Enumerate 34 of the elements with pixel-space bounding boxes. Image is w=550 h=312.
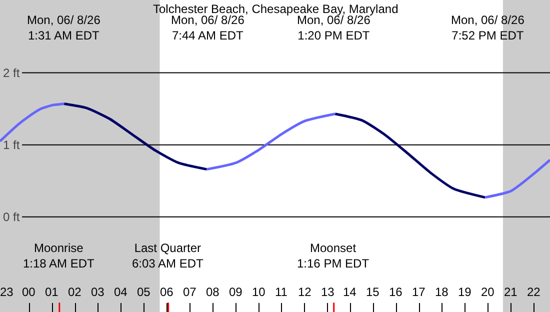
x-tick-label: 05: [137, 285, 151, 299]
x-tick-label: 19: [458, 285, 472, 299]
x-tick-label: 17: [412, 285, 426, 299]
x-tick-label: 10: [252, 285, 266, 299]
x-tick-label: 16: [389, 285, 403, 299]
x-tick-label: 03: [91, 285, 105, 299]
annotation: Mon, 06/ 8/26 7:52 PM EDT: [451, 13, 525, 43]
x-tick-label: 15: [366, 285, 380, 299]
x-tick-label: 09: [229, 285, 243, 299]
x-tick-label: 18: [435, 285, 449, 299]
x-tick-label: 12: [298, 285, 312, 299]
x-tick-label: 02: [68, 285, 82, 299]
x-tick-label: 13: [321, 285, 335, 299]
x-tick-label: 00: [22, 285, 36, 299]
x-tick-label: 07: [183, 285, 197, 299]
x-tick-label: 22: [527, 285, 541, 299]
x-tick-label: 06: [160, 285, 174, 299]
x-tick-label: 01: [45, 285, 59, 299]
y-tick-label: 1 ft: [3, 138, 20, 152]
annotation: Mon, 06/ 8/26 1:31 AM EDT: [27, 13, 101, 43]
annotation: Mon, 06/ 8/26 7:44 AM EDT: [171, 13, 245, 43]
x-tick-label: 04: [114, 285, 128, 299]
chart-title: Tolchester Beach, Chesapeake Bay, Maryland: [153, 2, 398, 16]
annotation: Moonrise 1:18 AM EDT: [23, 241, 96, 271]
x-tick-label: 11: [275, 285, 288, 299]
y-tick-label: 0 ft: [3, 210, 20, 224]
x-tick-label: 20: [481, 285, 495, 299]
x-tick-label: 23: [0, 285, 14, 299]
x-tick-label: 21: [504, 285, 518, 299]
annotation: Moonset 1:16 PM EDT: [297, 241, 370, 271]
annotation: Last Quarter 6:03 AM EDT: [132, 241, 204, 271]
x-tick-label: 08: [206, 285, 220, 299]
x-tick-label: 14: [343, 285, 357, 299]
y-tick-label: 2 ft: [3, 66, 20, 80]
